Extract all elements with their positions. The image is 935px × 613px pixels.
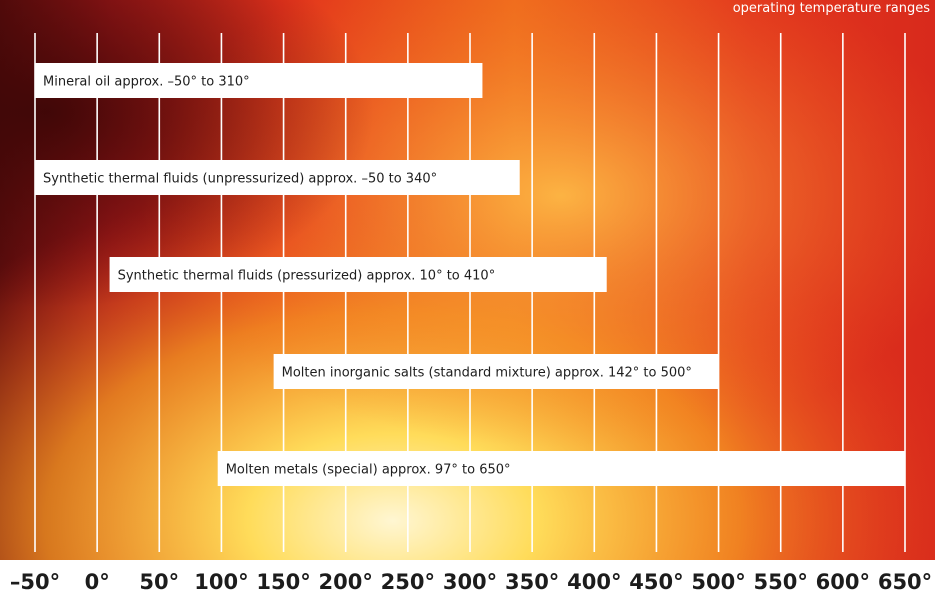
tick-label-9: 400°: [567, 570, 621, 594]
range-label-4: Molten metals (special) approx. 97° to 6…: [226, 463, 511, 478]
range-bar-3: [273, 354, 719, 389]
range-bar-2: [109, 257, 607, 292]
tick-label-3: 100°: [194, 570, 248, 594]
range-label-2: Synthetic thermal fluids (pressurized) a…: [118, 269, 496, 284]
range-label-0: Mineral oil approx. –50° to 310°: [43, 75, 250, 90]
range-label-3: Molten inorganic salts (standard mixture…: [282, 366, 692, 381]
tick-label-6: 250°: [381, 570, 435, 594]
range-4: Molten metals (special) approx. 97° to 6…: [217, 451, 905, 486]
tick-label-1: 0°: [85, 570, 110, 594]
tick-label-12: 550°: [754, 570, 808, 594]
range-bar-4: [217, 451, 905, 486]
tick-label-10: 450°: [629, 570, 683, 594]
tick-label-13: 600°: [816, 570, 870, 594]
tick-label-11: 500°: [691, 570, 745, 594]
range-bar-0: [35, 63, 483, 98]
range-bar-1: [35, 160, 520, 195]
range-bars: Mineral oil approx. –50° to 310° Syntheti…: [35, 63, 905, 486]
range-1: Synthetic thermal fluids (unpressurized)…: [35, 160, 520, 195]
x-tick-labels: –50° 0° 50° 100° 150° 200° 250° 300° 350° 400° 450…: [10, 570, 932, 594]
range-3: Molten inorganic salts (standard mixture…: [273, 354, 719, 389]
range-0: Mineral oil approx. –50° to 310°: [35, 63, 483, 98]
tick-label-2: 50°: [139, 570, 179, 594]
tick-label-4: 150°: [256, 570, 310, 594]
header-text: operating temperature ranges: [733, 1, 930, 16]
tick-label-0: –50°: [10, 570, 60, 594]
tick-label-5: 200°: [319, 570, 373, 594]
tick-label-8: 350°: [505, 570, 559, 594]
range-label-1: Synthetic thermal fluids (unpressurized)…: [43, 172, 437, 187]
tick-label-7: 300°: [443, 570, 497, 594]
range-2: Synthetic thermal fluids (pressurized) a…: [109, 257, 607, 292]
tick-label-14: 650°: [878, 570, 932, 594]
